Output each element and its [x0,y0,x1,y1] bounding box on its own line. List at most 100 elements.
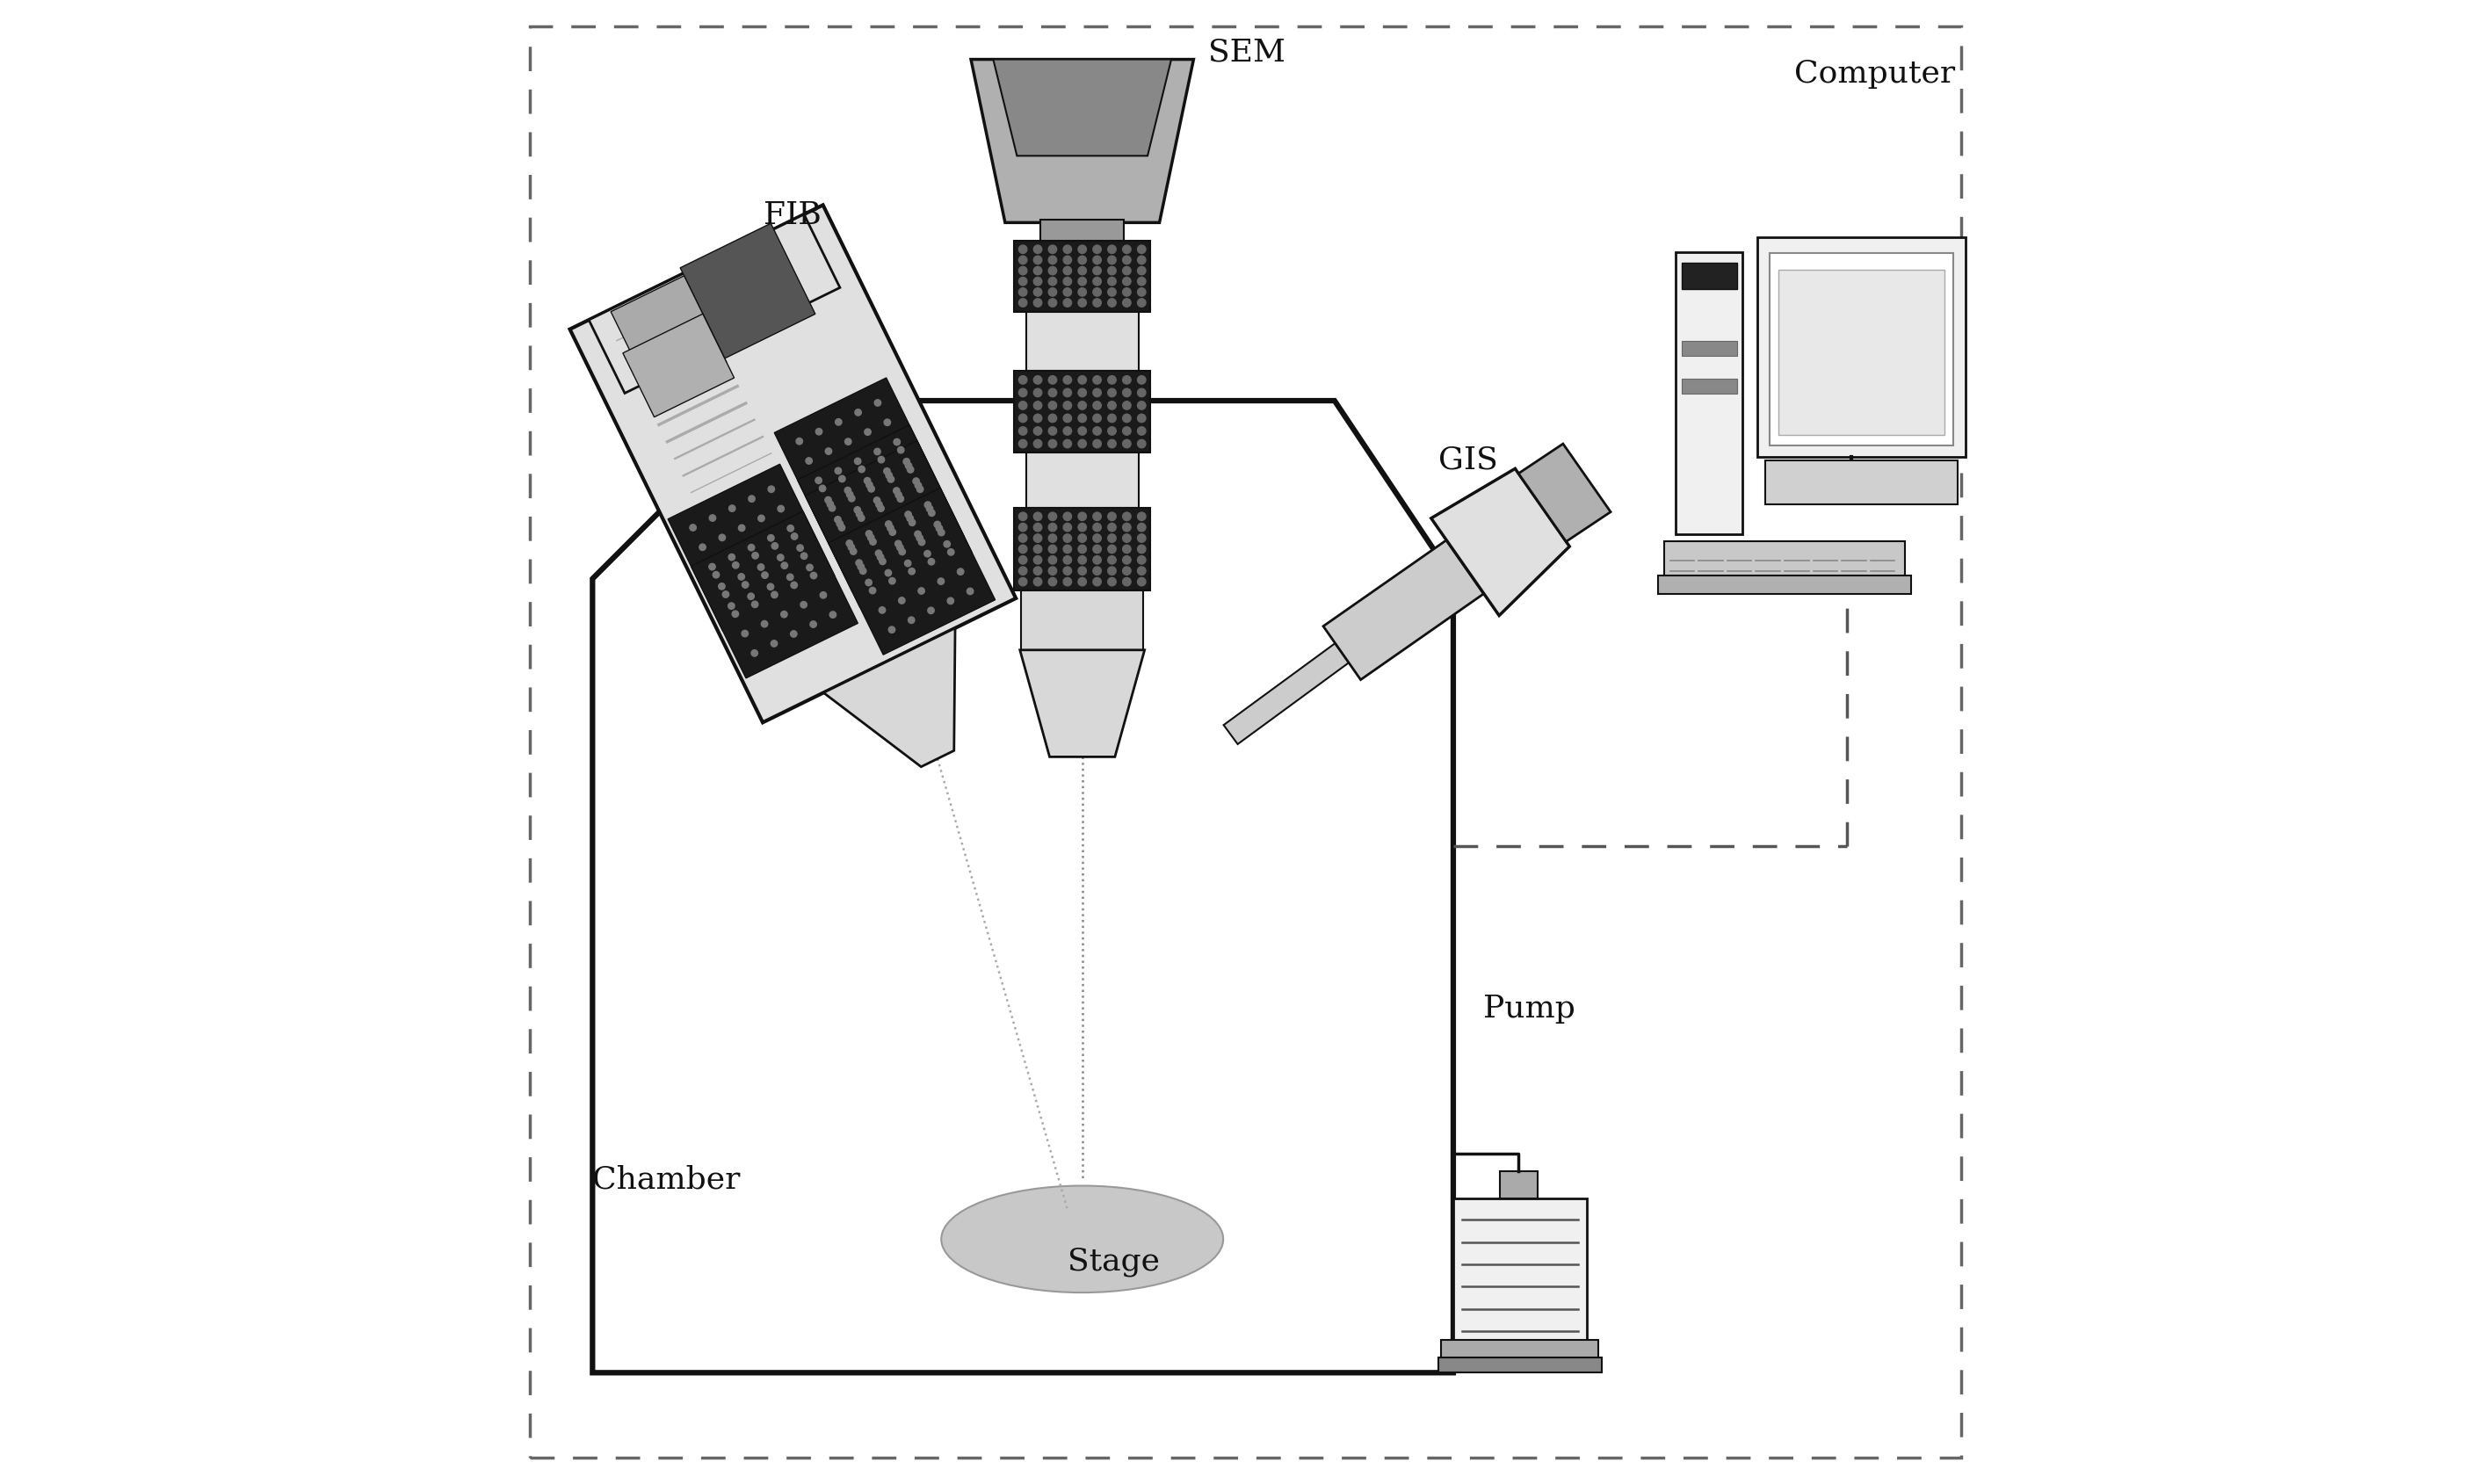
Circle shape [909,568,914,574]
Circle shape [1138,577,1146,586]
Circle shape [1019,524,1026,531]
Circle shape [1034,427,1041,435]
Circle shape [899,549,904,555]
Circle shape [727,554,735,561]
Circle shape [1034,439,1041,448]
Circle shape [904,559,912,567]
Circle shape [752,601,757,607]
Circle shape [877,554,884,561]
Circle shape [1049,439,1056,448]
Circle shape [1064,439,1071,448]
Circle shape [1034,534,1041,542]
Circle shape [939,530,944,536]
Polygon shape [1019,650,1143,757]
Circle shape [924,502,932,508]
Circle shape [1034,255,1041,264]
Circle shape [847,540,852,546]
Circle shape [1064,389,1071,396]
Circle shape [1123,567,1131,574]
Circle shape [1049,298,1056,307]
Circle shape [800,601,807,608]
Circle shape [1138,278,1146,285]
Circle shape [1064,245,1071,254]
Circle shape [1138,298,1146,307]
Circle shape [1034,545,1041,554]
Circle shape [1079,427,1086,435]
Circle shape [1123,545,1131,554]
Circle shape [877,457,884,463]
Circle shape [1019,427,1026,435]
Bar [1026,453,1138,508]
Text: SEM: SEM [1208,37,1285,67]
Circle shape [1123,534,1131,542]
Bar [1659,576,1911,594]
Circle shape [1123,427,1131,435]
Circle shape [857,515,864,521]
Circle shape [1049,255,1056,264]
Circle shape [1064,255,1071,264]
Circle shape [1094,512,1101,521]
Circle shape [742,582,750,588]
Circle shape [1049,375,1056,384]
Circle shape [1019,567,1026,574]
Circle shape [874,399,882,407]
Circle shape [732,611,737,617]
Text: GIS: GIS [1437,445,1497,475]
Circle shape [752,552,760,559]
Circle shape [894,491,902,499]
Polygon shape [994,59,1171,156]
Circle shape [889,577,894,585]
Circle shape [1108,427,1116,435]
Circle shape [742,631,747,637]
Bar [1759,237,1965,457]
Circle shape [837,521,842,527]
Circle shape [864,429,872,435]
Circle shape [1064,278,1071,285]
Circle shape [907,466,914,473]
Circle shape [834,467,842,473]
Circle shape [874,448,882,456]
Circle shape [777,554,785,561]
Circle shape [1123,245,1131,254]
Circle shape [929,509,934,516]
Circle shape [772,543,777,549]
Circle shape [1049,534,1056,542]
Circle shape [1138,524,1146,531]
Circle shape [917,485,924,493]
Circle shape [1138,512,1146,521]
Circle shape [1079,577,1086,586]
Circle shape [757,564,765,570]
Circle shape [924,551,932,556]
Circle shape [867,485,874,493]
Circle shape [884,418,892,426]
Circle shape [1123,288,1131,297]
Polygon shape [805,441,971,607]
Circle shape [1064,567,1071,574]
Circle shape [847,491,852,497]
Circle shape [1034,298,1041,307]
Circle shape [929,558,934,565]
Circle shape [854,506,859,513]
Circle shape [869,588,877,594]
Circle shape [1094,401,1101,410]
Polygon shape [1323,540,1485,680]
Circle shape [1019,439,1026,448]
Circle shape [879,607,884,613]
Circle shape [762,620,767,628]
Circle shape [849,548,857,555]
Circle shape [690,524,695,531]
Circle shape [897,545,904,551]
Circle shape [1138,414,1146,423]
Polygon shape [1520,444,1612,542]
Circle shape [1049,414,1056,423]
Circle shape [1064,401,1071,410]
Circle shape [1123,556,1131,564]
Text: FIB: FIB [762,200,822,230]
Polygon shape [971,59,1193,223]
Circle shape [737,525,745,531]
Circle shape [810,573,817,579]
Polygon shape [623,313,735,417]
Circle shape [1079,439,1086,448]
Circle shape [790,631,797,637]
Circle shape [864,579,872,586]
